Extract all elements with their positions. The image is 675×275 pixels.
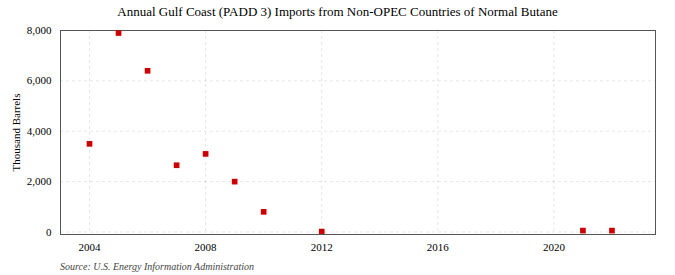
svg-text:2008: 2008 — [195, 241, 218, 253]
svg-text:2,000: 2,000 — [27, 175, 52, 187]
svg-text:8,000: 8,000 — [27, 24, 52, 36]
svg-text:2012: 2012 — [311, 241, 333, 253]
svg-text:2020: 2020 — [543, 241, 566, 253]
svg-text:2004: 2004 — [79, 241, 102, 253]
html-text:Source: U.S. Energy Informatio: Source: U.S. Energy Information Administ… — [60, 261, 255, 272]
svg-text:Thousand Barrels: Thousand Barrels — [10, 94, 22, 172]
svg-text:4,000: 4,000 — [27, 125, 52, 137]
html-text:Annual Gulf Coast (PADD 3) Imp: Annual Gulf Coast (PADD 3) Imports from … — [117, 4, 558, 19]
svg-text:0: 0 — [46, 226, 52, 238]
svg-text:6,000: 6,000 — [27, 74, 52, 86]
svg-text:2016: 2016 — [427, 241, 450, 253]
